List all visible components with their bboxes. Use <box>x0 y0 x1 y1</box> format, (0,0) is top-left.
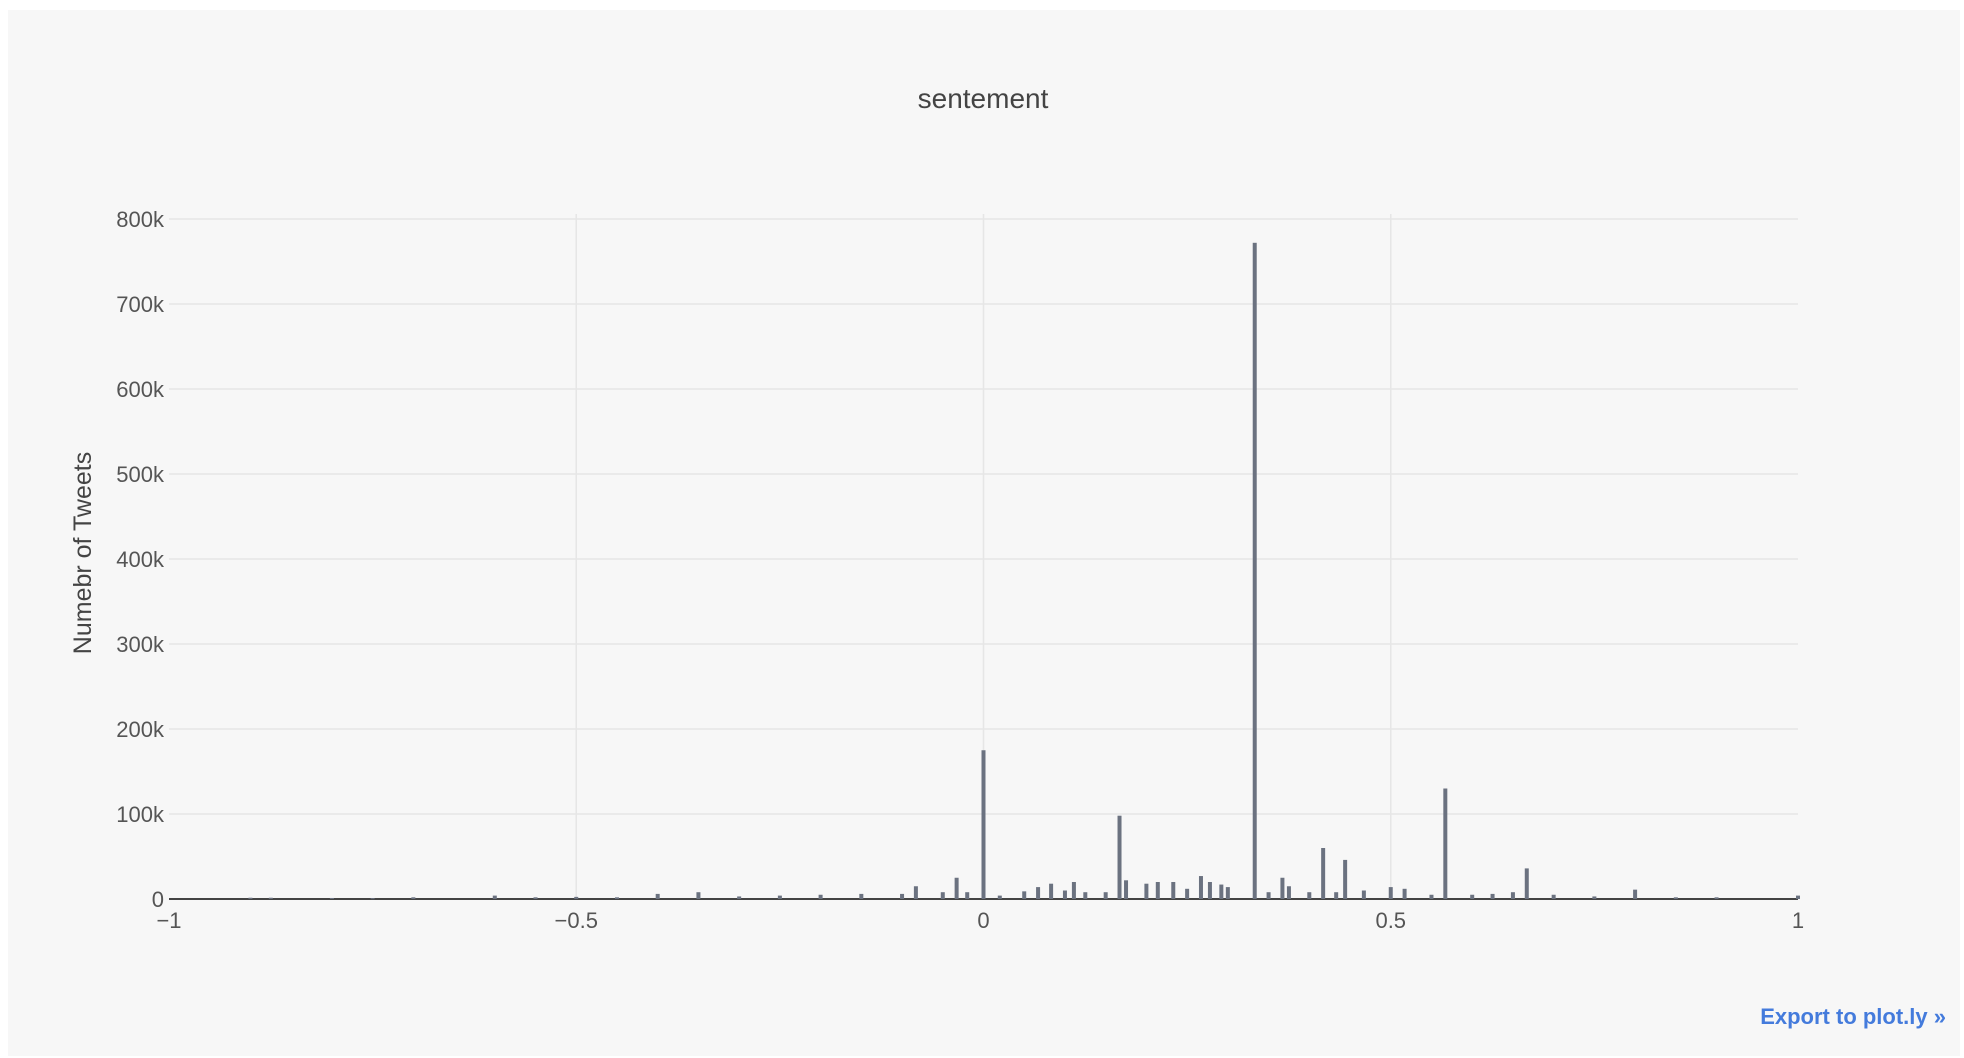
bar <box>492 895 497 899</box>
bar <box>1321 848 1326 899</box>
bar <box>965 892 970 899</box>
bar <box>1144 883 1149 899</box>
y-tick-label: 800k <box>116 207 165 232</box>
bar <box>696 892 701 899</box>
bar <box>1490 893 1495 899</box>
bar <box>574 896 579 899</box>
bar <box>1083 892 1088 899</box>
bar <box>1062 890 1067 899</box>
bar <box>913 886 918 899</box>
bar <box>1198 876 1203 899</box>
y-tick-label: 0 <box>152 887 164 912</box>
bar <box>997 895 1002 899</box>
chart-title: sentement <box>918 83 1049 114</box>
bar <box>1185 888 1190 899</box>
bar <box>268 897 273 899</box>
bar <box>1429 894 1434 899</box>
x-tick-label: 0.5 <box>1375 908 1406 933</box>
bar <box>940 892 945 899</box>
x-tick-label: 1 <box>1792 908 1804 933</box>
bar <box>1266 892 1271 899</box>
bar <box>1714 897 1719 899</box>
bar <box>1343 859 1348 899</box>
bar <box>1036 887 1041 899</box>
bar <box>1307 892 1312 899</box>
bar <box>533 897 538 899</box>
bar <box>1103 892 1108 899</box>
bar <box>655 893 660 899</box>
bar <box>370 898 375 900</box>
tick-labels: 0 100k 200k 300k 400k 500k 600k 700k 800k −1 −0.5 0… <box>116 207 1804 933</box>
bar <box>1155 882 1160 899</box>
y-tick-label: 100k <box>116 802 165 827</box>
y-tick-label: 600k <box>116 377 165 402</box>
y-tick-label: 500k <box>116 462 165 487</box>
x-tick-label: −1 <box>156 908 181 933</box>
bar <box>1207 882 1212 899</box>
bar <box>1280 877 1285 899</box>
bar <box>248 897 253 899</box>
y-tick-label: 300k <box>116 632 165 657</box>
bar <box>1510 892 1515 899</box>
bar <box>1443 788 1448 899</box>
bar <box>1551 894 1556 899</box>
bar <box>737 896 742 899</box>
bar <box>954 877 959 899</box>
bar <box>859 893 864 899</box>
bar <box>329 897 334 899</box>
bar <box>1124 880 1129 899</box>
bar <box>981 750 986 899</box>
bar <box>1286 886 1291 899</box>
y-axis-label: Numebr of Tweets <box>69 452 97 654</box>
bar <box>614 897 619 899</box>
bar <box>1633 889 1638 899</box>
bar <box>1171 882 1176 899</box>
bar <box>1796 895 1800 899</box>
bar <box>1022 891 1027 899</box>
y-tick-label: 700k <box>116 292 165 317</box>
x-tick-label: −0.5 <box>555 908 598 933</box>
bar <box>1470 894 1475 899</box>
bars <box>248 242 1800 900</box>
bar <box>1334 892 1339 899</box>
bar <box>1219 884 1224 899</box>
y-tick-label: 200k <box>116 717 165 742</box>
bar <box>777 895 782 899</box>
bar <box>1673 897 1678 899</box>
bar <box>1592 896 1597 899</box>
bar <box>1524 868 1529 899</box>
bar <box>1049 883 1054 899</box>
export-to-plotly-link[interactable]: Export to plot.ly » <box>1760 1004 1946 1029</box>
bar <box>1071 882 1076 899</box>
bar <box>1388 887 1393 899</box>
x-tick-label: 0 <box>977 908 989 933</box>
bar <box>1117 815 1122 899</box>
bar <box>1252 242 1257 900</box>
y-tick-label: 400k <box>116 547 165 572</box>
bar <box>900 893 905 899</box>
bar <box>818 894 823 899</box>
bar <box>1225 887 1230 899</box>
bar <box>1361 890 1366 899</box>
bar <box>411 897 416 899</box>
bar <box>1402 888 1407 899</box>
